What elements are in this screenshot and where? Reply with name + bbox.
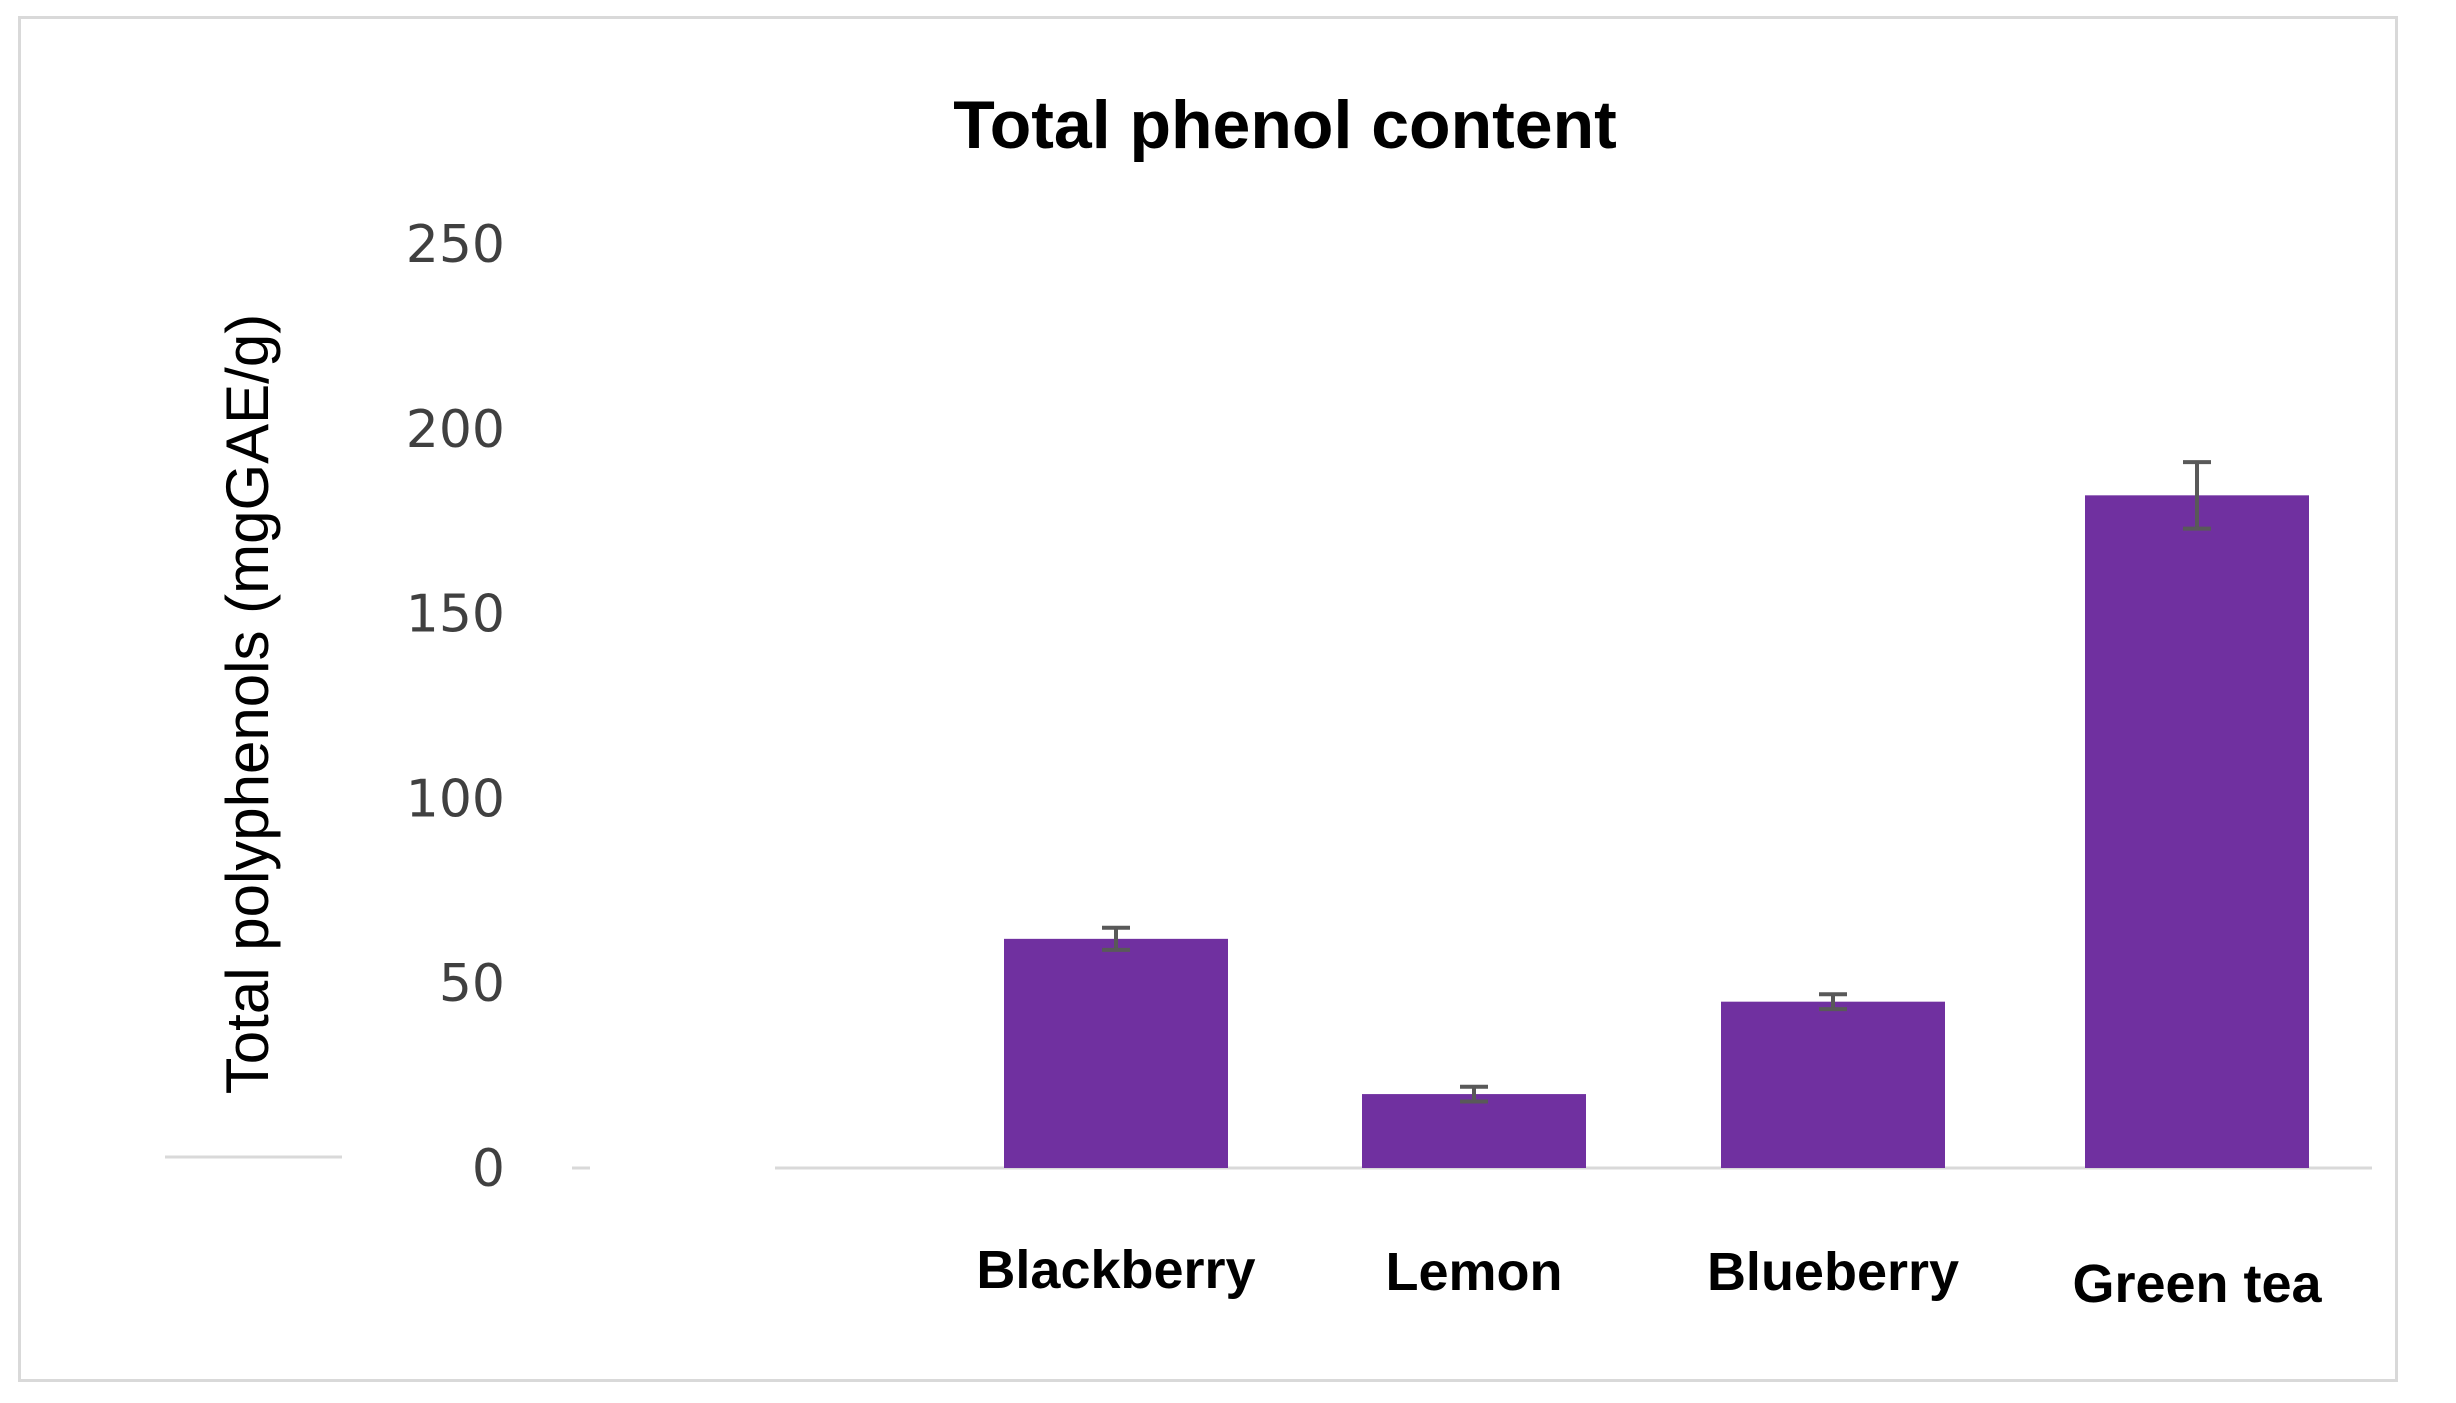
x-tick-labels: Blackberry Lemon Blueberry Green tea <box>976 1240 2322 1314</box>
y-tick-label: 50 <box>439 954 505 1014</box>
bar <box>1362 1094 1586 1168</box>
error-bars <box>1102 460 2211 1104</box>
bars <box>1004 495 2309 1168</box>
bar <box>2085 495 2309 1168</box>
y-tick-label: 200 <box>406 400 505 460</box>
x-tick-label: Blueberry <box>1707 1242 1959 1302</box>
bar <box>1721 1001 1945 1168</box>
y-axis-label: Total polyphenols (mgGAE/g) <box>214 314 281 1094</box>
y-tick-label: 0 <box>472 1139 505 1199</box>
y-tick-label: 150 <box>406 585 505 645</box>
y-tick-label: 100 <box>406 769 505 829</box>
x-tick-label: Lemon <box>1385 1242 1562 1302</box>
chart-title: Total phenol content <box>953 87 1617 163</box>
bar <box>1004 938 1228 1168</box>
x-tick-label: Green tea <box>2072 1254 2322 1314</box>
x-tick-label: Blackberry <box>976 1240 1255 1300</box>
y-tick-labels: 0 50 100 150 200 250 <box>406 215 505 1199</box>
y-tick-label: 250 <box>406 215 505 275</box>
